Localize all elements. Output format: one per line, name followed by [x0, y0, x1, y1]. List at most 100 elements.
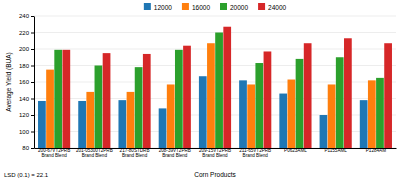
legend-swatch	[220, 3, 227, 10]
legend-label: 24000	[268, 4, 286, 11]
bar	[78, 101, 86, 148]
tick-mark	[31, 33, 34, 34]
tick-label: P1284AM	[366, 148, 386, 153]
bar-series	[38, 76, 368, 148]
tick: 201-05300T2PRBBrand Blend	[76, 148, 113, 158]
tick: 180	[19, 63, 34, 69]
bar-series	[54, 33, 384, 149]
tick-mark	[31, 66, 34, 67]
tick-label: P1155AML	[324, 148, 347, 153]
bar	[54, 50, 62, 148]
bar	[135, 67, 143, 148]
tick-mark	[31, 148, 34, 149]
bar	[62, 50, 70, 148]
bars	[38, 27, 392, 148]
legend-swatch	[144, 3, 151, 10]
tick-mark	[31, 132, 34, 133]
tick-label: 120	[19, 112, 30, 118]
tick-label: 201-05300T2PRBBrand Blend	[76, 148, 113, 158]
bar	[288, 80, 296, 148]
tick-label: 180	[19, 63, 30, 69]
tick-label: 220	[19, 30, 30, 36]
legend-label: 16000	[192, 4, 210, 11]
tick-mark	[31, 16, 34, 17]
grid	[34, 16, 396, 148]
tick-label: 208-39VT2PRBBrand Blend	[159, 148, 191, 158]
bar	[183, 46, 191, 148]
tick: 209-15VT2PRBBrand Blend	[199, 148, 231, 158]
bar	[207, 43, 215, 148]
grid-line	[34, 32, 396, 33]
bar	[103, 53, 111, 148]
bar	[384, 43, 392, 148]
tick-label: 200	[19, 46, 30, 52]
tick: P1155AML	[324, 148, 347, 153]
chart: 80 100 120 140 160 180 200 220 240 200-67VT2PRBBr…	[0, 0, 400, 182]
tick: 240	[19, 13, 34, 19]
grid-line	[34, 16, 396, 17]
x-axis-title: Corn Products	[194, 171, 236, 178]
tick-mark	[31, 49, 34, 50]
x-axis: 200-67VT2PRBBrand Blend 201-05300T2PRBBra…	[35, 148, 397, 158]
tick: 160	[19, 79, 34, 85]
bar	[239, 80, 247, 148]
bar	[247, 84, 255, 148]
bar	[320, 115, 328, 148]
tick-label: 140	[19, 96, 30, 102]
bar	[199, 76, 207, 148]
y-axis-title: Average Yield (BUA)	[5, 52, 13, 112]
tick-mark	[31, 82, 34, 83]
bar	[38, 101, 46, 148]
bar	[143, 54, 151, 148]
tick-label: 80	[22, 145, 29, 151]
annotation: LSD (0.1) = 22.1	[4, 172, 49, 178]
grid-line	[34, 49, 396, 50]
bar-series	[62, 27, 392, 148]
bar-series	[46, 43, 376, 148]
tick: 200	[19, 46, 34, 52]
bar	[223, 27, 231, 148]
legend-item: 12000	[144, 3, 172, 11]
tick-label: 160	[19, 79, 30, 85]
legend-swatch	[182, 3, 189, 10]
tick-mark	[31, 115, 34, 116]
tick: 100	[19, 129, 34, 135]
bar	[360, 100, 368, 148]
plot: 80 100 120 140 160 180 200 220 240 200-67VT2PRBBr…	[19, 13, 397, 158]
tick-label: 100	[19, 129, 30, 135]
tick-label: 240	[19, 13, 30, 19]
bar	[46, 70, 54, 148]
bar	[264, 51, 272, 148]
bar	[368, 80, 376, 148]
legend-label: 20000	[230, 4, 248, 11]
bar	[344, 38, 352, 148]
tick-label: P0623AML	[284, 148, 307, 153]
tick: 120	[19, 112, 34, 118]
tick: 140	[19, 96, 34, 102]
bar	[296, 59, 304, 148]
tick-label: 217-80STDRBBrand Blend	[120, 148, 150, 158]
bar	[376, 78, 384, 148]
tick-label: 209-15VT2PRBBrand Blend	[199, 148, 231, 158]
legend: 12000 16000 20000 24000	[144, 3, 287, 11]
legend-item: 24000	[258, 3, 286, 11]
bar	[255, 63, 263, 148]
y-axis: 80 100 120 140 160 180 200 220 240	[19, 13, 35, 151]
tick-label: 200-67VT2PRBBrand Blend	[38, 148, 70, 158]
bar	[279, 94, 287, 148]
tick-mark	[31, 99, 34, 100]
axis-line	[34, 17, 35, 149]
legend-item: 20000	[220, 3, 248, 11]
bar	[328, 84, 336, 148]
legend-item: 16000	[182, 3, 210, 11]
tick: 220	[19, 30, 34, 36]
bar	[215, 33, 223, 149]
tick: 208-39VT2PRBBrand Blend	[159, 148, 191, 158]
bar	[127, 92, 135, 148]
tick: 80	[22, 145, 34, 151]
bar	[159, 108, 167, 148]
tick: 217-80STDRBBrand Blend	[120, 148, 150, 158]
tick: 200-67VT2PRBBrand Blend	[38, 148, 70, 158]
bar	[175, 50, 183, 148]
legend-label: 12000	[154, 4, 172, 11]
